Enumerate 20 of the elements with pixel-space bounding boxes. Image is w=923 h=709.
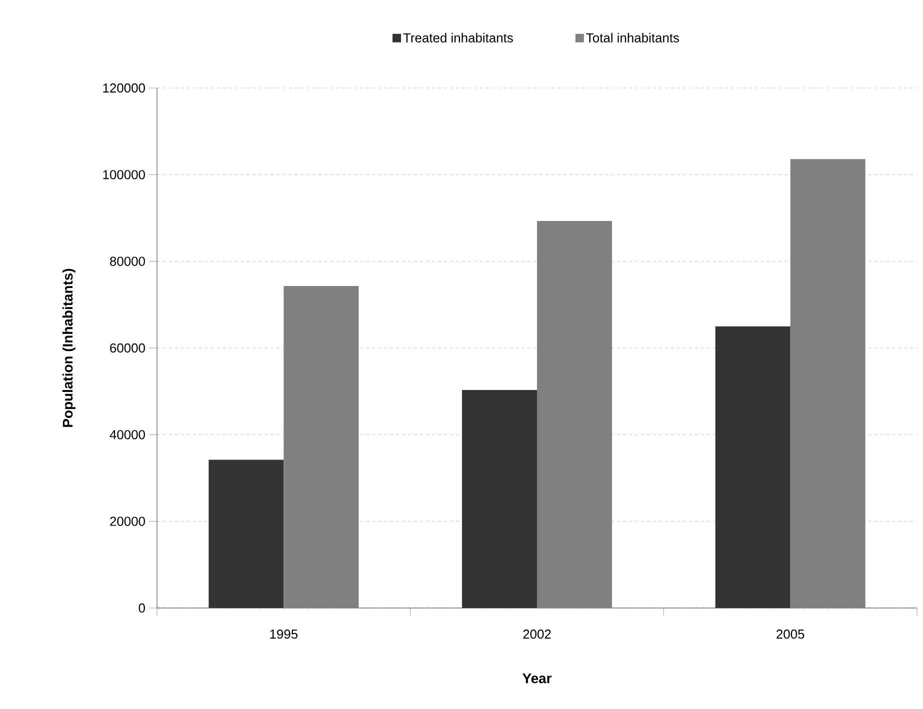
legend-label: Treated inhabitants	[403, 32, 513, 42]
bar	[208, 460, 284, 608]
y-tick-label: 80000	[110, 256, 145, 266]
y-axis-title: Population (Inhabitants)	[62, 268, 76, 427]
y-tick-label: 0	[138, 603, 145, 613]
x-tick-label: 2002	[523, 630, 551, 639]
bar	[462, 390, 538, 608]
legend-label: Total inhabitants	[586, 32, 680, 42]
bar	[284, 286, 359, 608]
x-axis-title: Year	[522, 674, 552, 684]
bar	[715, 326, 790, 608]
y-tick-label: 60000	[110, 343, 145, 353]
y-tick-label: 40000	[110, 430, 145, 440]
bar	[790, 159, 866, 608]
y-tick-label: 120000	[103, 83, 145, 93]
x-tick-label: 2005	[776, 630, 804, 639]
y-tick-label: 20000	[110, 516, 145, 526]
y-tick-label: 100000	[103, 170, 145, 180]
x-tick-label: 1995	[270, 630, 298, 639]
bar	[537, 221, 612, 608]
